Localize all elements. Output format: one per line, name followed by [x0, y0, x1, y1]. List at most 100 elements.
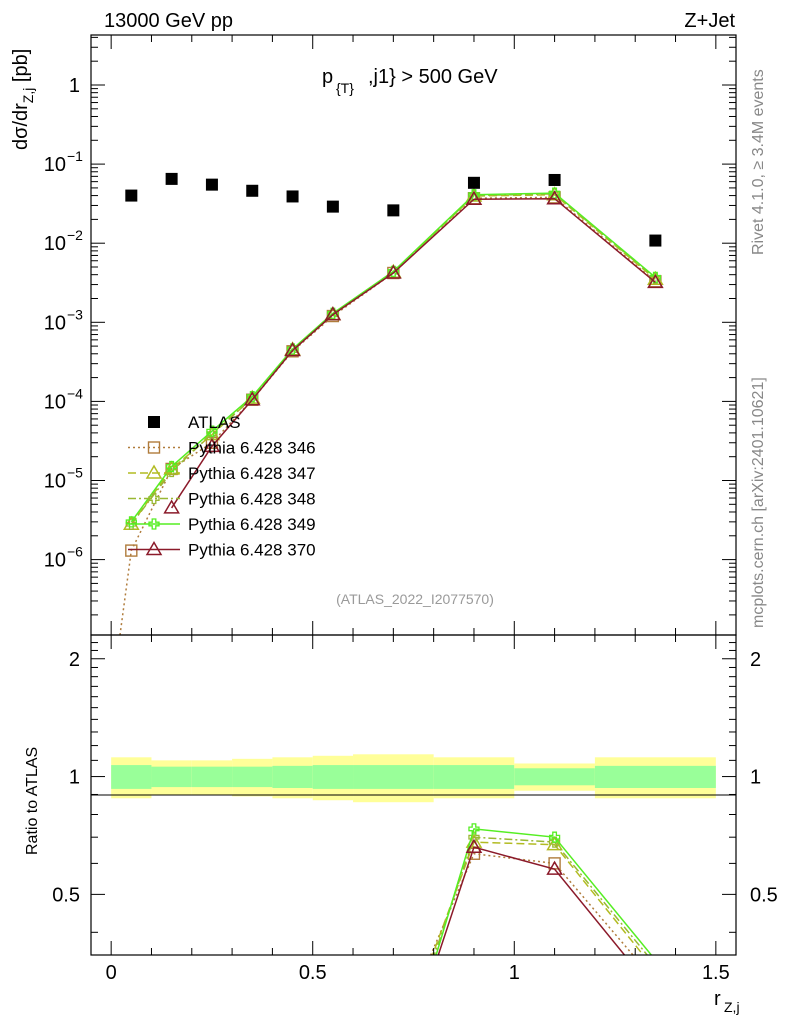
legend-label-1: Pythia 6.428 347	[188, 464, 316, 483]
x-tick-label: 0.5	[299, 962, 327, 984]
ratio-line-4	[437, 846, 626, 955]
series-4-point-9	[647, 273, 664, 289]
legend-label-2: Pythia 6.428 348	[188, 490, 316, 509]
x-tick-label: 1.5	[702, 962, 730, 984]
series-0-point-2	[205, 436, 219, 449]
band-inner-4	[272, 765, 313, 788]
series-3-point-2	[206, 425, 218, 437]
legend-label-0: Pythia 6.428 346	[188, 439, 316, 458]
y-tick-label-exponent: −4	[67, 385, 83, 401]
y-axis-title-sub: Z,j	[20, 88, 36, 104]
x-tick-label: 0	[106, 962, 117, 984]
cut-rest-text: ,j1} > 500 GeV	[368, 66, 498, 88]
y-axis-title-ratio: Ratio to ATLAS	[24, 747, 41, 855]
series-4-point-4	[284, 342, 301, 357]
atlas-point-7	[467, 176, 480, 189]
y-tick-label: 1	[69, 75, 80, 97]
cut-main-text: p	[322, 66, 333, 88]
ratio-series-layer	[429, 823, 653, 955]
ratio-tick-label-left: 1	[69, 767, 80, 789]
analysis-ref-label: (ATLAS_2022_I2077570)	[336, 591, 494, 607]
ratio-4-point-8	[546, 860, 563, 875]
atlas-point-9	[649, 234, 662, 247]
series-line-3	[130, 192, 656, 523]
ratio-tick-label-left: 2	[69, 649, 80, 671]
band-inner-6	[353, 765, 434, 789]
series-3-point-3	[246, 390, 258, 403]
y-axis-title-unit: [pb]	[10, 49, 32, 88]
y-tick-label: 10	[44, 391, 66, 413]
y-tick-label-exponent: −3	[67, 306, 83, 322]
y-tick-label: 10	[44, 550, 66, 572]
series-4-point-3	[243, 391, 261, 406]
atlas-point-6	[387, 204, 400, 217]
atlas-point-8	[548, 173, 561, 186]
rivet-label: Rivet 4.1.0, ≥ 3.4M events	[750, 69, 767, 255]
atlas-point-5	[326, 200, 339, 213]
ratio-3-point-7	[468, 823, 480, 835]
legend-marker-4	[145, 541, 163, 556]
atlas-data-layer	[125, 172, 662, 247]
atlas-point-3	[246, 184, 259, 197]
series-line-4	[170, 197, 656, 509]
legend-atlas-marker	[148, 416, 160, 428]
band-inner-5	[312, 765, 354, 789]
series-0-point-0	[125, 544, 138, 557]
ratio-4-point-7	[465, 838, 483, 853]
legend-label-3: Pythia 6.428 349	[188, 515, 316, 534]
y-axis-title-text: dσ/drZ,j [pb]	[10, 49, 36, 150]
atlas-point-0	[125, 189, 138, 202]
cut-sub-text: {T}	[336, 80, 354, 96]
series-4-point-5	[324, 306, 342, 321]
y-tick-label-exponent: −5	[67, 465, 83, 481]
series-4-point-7	[465, 190, 483, 205]
x-axis-title: r Z,j	[714, 988, 740, 1015]
legend-marker-2	[148, 492, 160, 505]
ratio-tick-label-right: 1	[750, 767, 761, 789]
ratio-tick-label-left: 0.5	[52, 884, 80, 906]
legend-label-4: Pythia 6.428 370	[188, 541, 316, 560]
series-line-2	[130, 193, 656, 525]
y-tick-label-exponent: −2	[67, 227, 83, 243]
band-inner-7	[433, 765, 515, 789]
y-tick-label: 10	[44, 312, 66, 334]
series-4-point-6	[385, 264, 402, 279]
ratio-uncertainty-bands	[111, 754, 716, 803]
atlas-point-1	[165, 172, 178, 185]
y-tick-label: 10	[44, 154, 66, 176]
ratio-line-3	[435, 828, 653, 955]
y-tick-label-exponent: −6	[67, 544, 83, 560]
band-inner-0	[111, 765, 152, 789]
y-tick-label: 10	[44, 471, 66, 493]
band-inner-8	[514, 768, 595, 786]
x-axis-title-text: r	[714, 988, 721, 1010]
series-1-point-9	[647, 270, 664, 286]
ratio-3-point-8	[548, 831, 561, 843]
cut-annotation: p {T} ,j1} > 500 GeV	[322, 66, 498, 96]
atlas-point-4	[286, 190, 299, 203]
series-4-point-8	[546, 190, 563, 205]
ratio-tick-label-right: 2	[750, 649, 761, 671]
band-inner-1	[151, 766, 192, 788]
legend: ATLAS Pythia 6.428 346 Pythia 6.428 347 Pyt…	[128, 413, 316, 560]
band-inner-3	[232, 766, 273, 788]
legend-atlas-label: ATLAS	[188, 413, 241, 432]
ratio-tick-label-right: 0.5	[750, 884, 778, 906]
process-label: Z+Jet	[684, 10, 735, 32]
legend-marker-0	[147, 441, 161, 454]
x-axis-title-sub: Z,j	[724, 999, 740, 1015]
series-4-point-2	[203, 437, 221, 453]
energy-label: 13000 GeV pp	[104, 10, 233, 32]
legend-marker-3	[148, 518, 160, 530]
axis-ticks	[91, 35, 736, 955]
y-tick-label-exponent: −1	[67, 148, 83, 164]
y-axis-title-main: dσ/drZ,j [pb]	[10, 49, 36, 150]
y-tick-label: 10	[44, 233, 66, 255]
series-4-point-1	[163, 499, 180, 514]
legend-marker-1	[145, 464, 163, 479]
band-inner-2	[191, 766, 233, 788]
mcplots-label: mcplots.cern.ch [arXiv:2401.10621]	[750, 377, 767, 628]
atlas-point-2	[205, 178, 218, 191]
